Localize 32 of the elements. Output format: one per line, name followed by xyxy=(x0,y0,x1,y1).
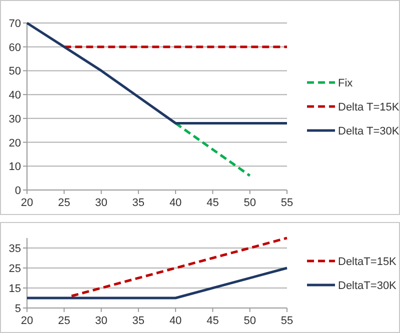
y-tick-label: 70 xyxy=(8,18,21,30)
legend-label: DeltaT=15K xyxy=(338,256,398,268)
y-tick-label: 10 xyxy=(8,161,21,174)
y-tick-label: 5 xyxy=(14,303,21,315)
x-tick-label: 40 xyxy=(169,197,182,209)
x-tick-label: 40 xyxy=(169,315,182,327)
y-tick-label: 20 xyxy=(8,137,21,150)
legend-label: Delta T=15K xyxy=(338,102,400,114)
y-tick-label: 0 xyxy=(14,185,21,197)
legend-label: Delta T=30K xyxy=(338,126,400,138)
x-tick-label: 35 xyxy=(132,197,145,209)
x-tick-label: 50 xyxy=(244,197,256,209)
y-tick-label: 30 xyxy=(8,113,21,126)
y-tick-label: 35 xyxy=(8,243,21,255)
x-tick-label: 30 xyxy=(95,315,108,327)
x-tick-label: 45 xyxy=(206,197,219,209)
x-tick-label: 25 xyxy=(58,197,70,209)
x-tick-label: 35 xyxy=(132,315,145,327)
legend-label: Fix xyxy=(338,78,354,90)
x-tick-label: 55 xyxy=(280,197,294,209)
y-tick-label: 60 xyxy=(8,42,21,54)
x-tick-label: 25 xyxy=(58,315,70,327)
x-tick-label: 30 xyxy=(95,197,108,209)
x-tick-label: 45 xyxy=(206,315,219,327)
y-tick-label: 40 xyxy=(8,90,21,102)
y-tick-label: 50 xyxy=(8,66,21,78)
y-tick-label: 25 xyxy=(8,263,21,275)
legend-label: DeltaT=30K xyxy=(338,280,398,292)
line-series xyxy=(26,22,288,124)
x-tick-label: 55 xyxy=(280,315,294,327)
y-tick-label: 15 xyxy=(8,283,21,295)
x-tick-label: 50 xyxy=(244,315,256,327)
